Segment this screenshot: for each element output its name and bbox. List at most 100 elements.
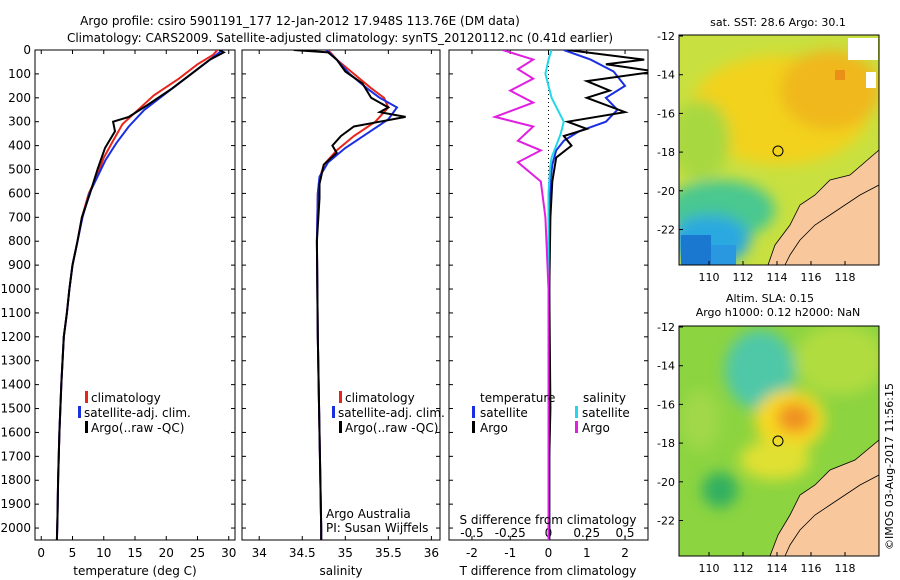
map-y-tick-label: -12 xyxy=(657,321,675,334)
s-tick-label: 0.5 xyxy=(615,526,634,540)
salinity-legend: climatology satellite-adj. clim. Argo(..… xyxy=(326,391,445,535)
salinity-lines xyxy=(293,50,406,540)
y-tick-label: 1900 xyxy=(0,497,31,511)
y-tick-label: 1100 xyxy=(0,306,31,320)
series-line-satellite xyxy=(548,50,627,540)
map-y-tick-label: -20 xyxy=(657,476,675,489)
y-tick-label: 1700 xyxy=(0,449,31,463)
x-tick-label: 25 xyxy=(190,546,205,560)
legend-s-satellite: satellite xyxy=(582,406,630,420)
x-tick-label: 34.5 xyxy=(289,546,316,560)
s-tick-label: 0.25 xyxy=(573,526,600,540)
x-tick-label: 1 xyxy=(583,546,591,560)
legend-t-satellite: satellite xyxy=(480,406,528,420)
series-line-satellite-adj--clim- xyxy=(55,50,224,540)
map-y-tick-label: -12 xyxy=(657,30,675,43)
annotation-pi: PI: Susan Wijffels xyxy=(326,521,428,535)
map-y-tick-label: -18 xyxy=(657,146,675,159)
map-x-tick-label: 110 xyxy=(699,271,720,284)
series-line-argo---raw--qc- xyxy=(293,50,406,540)
y-tick-label: 400 xyxy=(8,139,31,153)
x-tick-label: 10 xyxy=(96,546,111,560)
footer-timestamp: ©IMOS 03-Aug-2017 11:56:15 xyxy=(883,383,896,550)
sst-argo-marker xyxy=(772,145,784,157)
series-line-climatology xyxy=(315,50,390,540)
series-line-argo---raw--qc- xyxy=(55,50,226,540)
temperature-xlabel: temperature (deg C) xyxy=(73,564,196,578)
x-tick-label: -2 xyxy=(466,546,478,560)
map-y-tick-label: -16 xyxy=(657,398,675,411)
map-y-tick-label: -22 xyxy=(657,515,675,528)
temperature-legend: climatology satellite-adj. clim. Argo(..… xyxy=(78,391,191,435)
x-tick-label: 15 xyxy=(127,546,142,560)
y-tick-label: 300 xyxy=(8,115,31,129)
temperature-axis: 0100200300400500600700800900100011001200… xyxy=(0,43,236,560)
sla-argo-marker xyxy=(772,435,784,447)
y-tick-label: 600 xyxy=(8,186,31,200)
x-tick-label: 20 xyxy=(159,546,174,560)
x-tick-label: 0 xyxy=(545,546,553,560)
y-tick-label: 700 xyxy=(8,210,31,224)
x-tick-label: 34 xyxy=(252,546,267,560)
y-tick-label: 1300 xyxy=(0,354,31,368)
x-tick-label: 5 xyxy=(69,546,77,560)
y-tick-label: 1500 xyxy=(0,402,31,416)
y-tick-label: 800 xyxy=(8,234,31,248)
s-tick-label: -0.25 xyxy=(495,526,526,540)
legend-climatology-s: climatology xyxy=(345,391,415,405)
map-y-tick-label: -18 xyxy=(657,437,675,450)
x-tick-label: 30 xyxy=(221,546,236,560)
difference-lines xyxy=(491,50,648,540)
map-y-tick-label: -16 xyxy=(657,107,675,120)
legend-salinity-title: salinity xyxy=(583,391,626,405)
difference-xlabel-top: S difference from climatology xyxy=(460,513,637,527)
map-y-tick-label: -14 xyxy=(657,360,675,373)
temperature-lines xyxy=(55,50,226,540)
s-tick-label: -0.5 xyxy=(460,526,483,540)
legend-temperature-title: temperature xyxy=(480,391,555,405)
sla-map-title1: Altim. SLA: 0.15 xyxy=(726,292,814,305)
temperature-panel xyxy=(34,49,236,541)
map-x-tick-label: 114 xyxy=(767,271,788,284)
sst-map xyxy=(679,35,879,265)
x-tick-label: 36 xyxy=(424,546,439,560)
sla-map-title2: Argo h1000: 0.12 h2000: NaN xyxy=(696,306,861,319)
y-tick-label: 1200 xyxy=(0,330,31,344)
series-line-satellite xyxy=(544,50,565,540)
series-line-satellite-adj--clim- xyxy=(315,50,399,540)
difference-legend: temperature salinity satellite Argo sate… xyxy=(472,391,630,435)
map-x-tick-label: 118 xyxy=(835,271,856,284)
sla-map xyxy=(679,326,879,556)
map-x-tick-label: 112 xyxy=(733,271,754,284)
series-line-argo xyxy=(491,50,550,540)
x-tick-label: 0 xyxy=(37,546,45,560)
y-tick-label: 900 xyxy=(8,258,31,272)
x-tick-label: -1 xyxy=(504,546,516,560)
legend-argo: Argo(..raw -QC) xyxy=(91,421,184,435)
x-tick-label: 35 xyxy=(338,546,353,560)
header-line1: Argo profile: csiro 5901191_177 12-Jan-2… xyxy=(80,14,520,28)
y-tick-label: 500 xyxy=(8,163,31,177)
y-tick-label: 1400 xyxy=(0,378,31,392)
y-tick-label: 200 xyxy=(8,91,31,105)
legend-t-argo: Argo xyxy=(480,421,508,435)
map-y-tick-label: -20 xyxy=(657,185,675,198)
y-tick-label: 1600 xyxy=(0,425,31,439)
legend-argo-s: Argo(..raw -QC) xyxy=(345,421,438,435)
map-y-tick-label: -14 xyxy=(657,69,675,82)
map-x-tick-label: 114 xyxy=(767,562,788,575)
legend-satellite-s: satellite-adj. clim. xyxy=(338,406,445,420)
map-x-tick-label: 116 xyxy=(801,271,822,284)
map-x-tick-label: 116 xyxy=(801,562,822,575)
sst-map-axes: 110 112 114 116 118 -12 -14 -16 -18 -20 -22 xyxy=(657,30,855,284)
map-x-tick-label: 110 xyxy=(699,562,720,575)
legend-climatology: climatology xyxy=(91,391,161,405)
y-tick-label: 2000 xyxy=(0,521,31,535)
map-y-tick-label: -22 xyxy=(657,224,675,237)
y-tick-label: 1000 xyxy=(0,282,31,296)
map-x-tick-label: 118 xyxy=(835,562,856,575)
x-tick-label: 2 xyxy=(621,546,629,560)
y-tick-label: 1800 xyxy=(0,473,31,487)
annotation-argo-australia: Argo Australia xyxy=(326,507,411,521)
